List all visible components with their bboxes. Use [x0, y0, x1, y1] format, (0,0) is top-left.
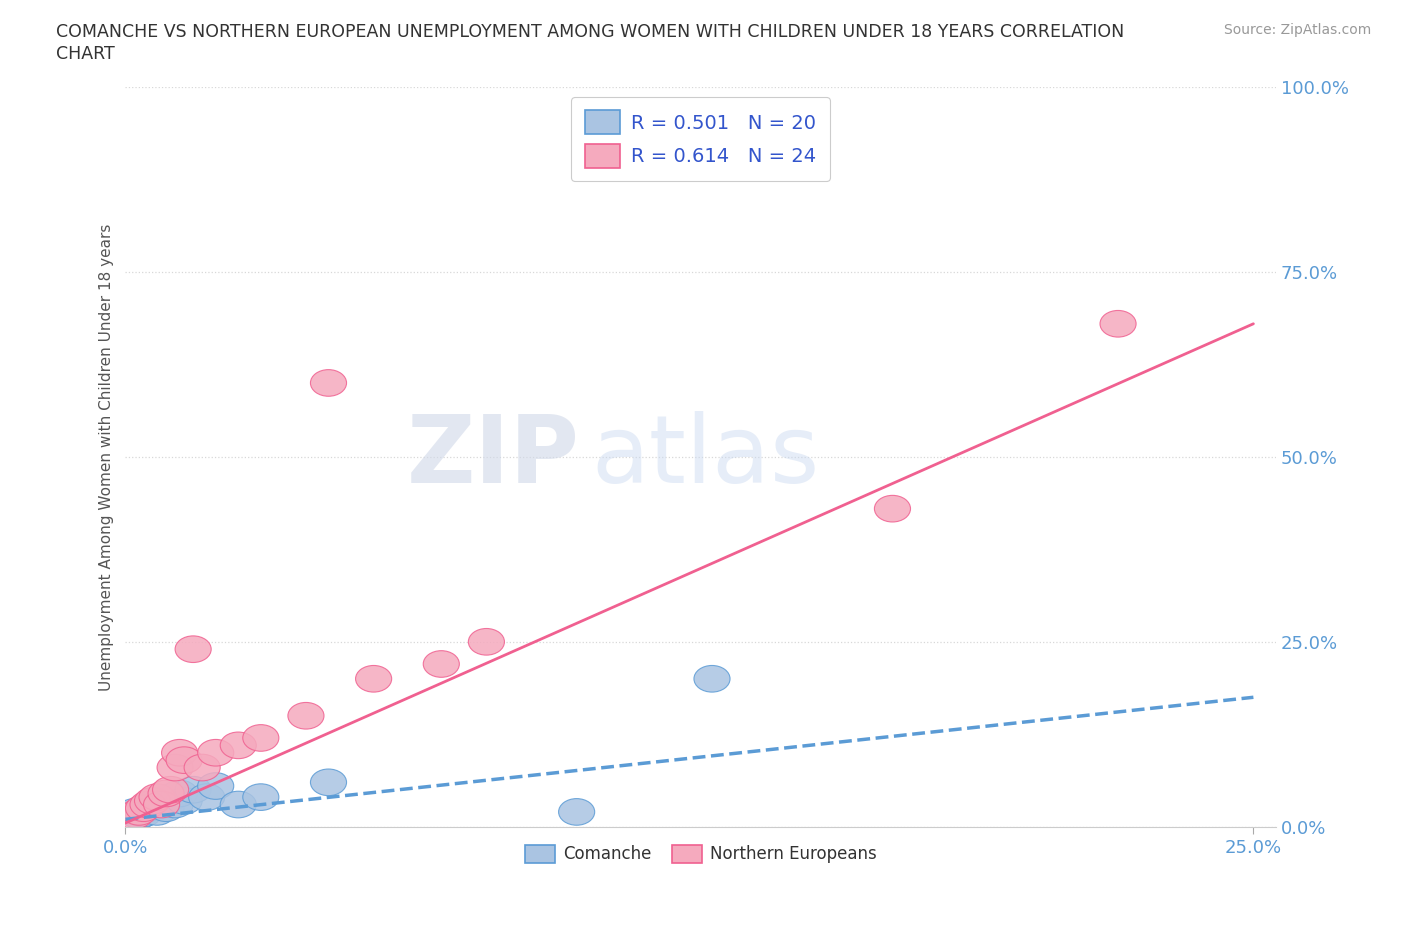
Ellipse shape [558, 799, 595, 825]
Ellipse shape [198, 773, 233, 800]
Ellipse shape [135, 788, 170, 814]
Ellipse shape [198, 739, 233, 766]
Ellipse shape [221, 791, 256, 817]
Ellipse shape [288, 702, 323, 729]
Ellipse shape [162, 780, 198, 806]
Ellipse shape [143, 791, 180, 817]
Ellipse shape [468, 629, 505, 655]
Ellipse shape [162, 739, 198, 766]
Ellipse shape [875, 496, 911, 522]
Ellipse shape [1099, 311, 1136, 337]
Ellipse shape [139, 784, 176, 810]
Ellipse shape [135, 791, 170, 817]
Ellipse shape [188, 784, 225, 810]
Ellipse shape [148, 780, 184, 806]
Ellipse shape [176, 636, 211, 662]
Ellipse shape [243, 784, 278, 810]
Ellipse shape [125, 800, 162, 827]
Ellipse shape [157, 754, 193, 781]
Ellipse shape [221, 732, 256, 759]
Ellipse shape [139, 799, 176, 825]
Ellipse shape [423, 651, 460, 677]
Text: ZIP: ZIP [408, 411, 579, 503]
Ellipse shape [121, 799, 157, 825]
Text: COMANCHE VS NORTHERN EUROPEAN UNEMPLOYMENT AMONG WOMEN WITH CHILDREN UNDER 18 YE: COMANCHE VS NORTHERN EUROPEAN UNEMPLOYME… [56, 23, 1125, 41]
Ellipse shape [152, 784, 188, 810]
Ellipse shape [243, 724, 278, 751]
Ellipse shape [129, 795, 166, 821]
Ellipse shape [356, 666, 392, 692]
Ellipse shape [311, 769, 346, 796]
Text: atlas: atlas [592, 411, 820, 503]
Ellipse shape [166, 747, 202, 774]
Ellipse shape [166, 788, 202, 814]
Ellipse shape [125, 795, 162, 821]
Y-axis label: Unemployment Among Women with Children Under 18 years: Unemployment Among Women with Children U… [100, 223, 114, 691]
Ellipse shape [129, 791, 166, 817]
Ellipse shape [184, 754, 221, 781]
Ellipse shape [117, 803, 152, 829]
Ellipse shape [148, 795, 184, 821]
Ellipse shape [695, 666, 730, 692]
Ellipse shape [143, 788, 180, 814]
Ellipse shape [311, 369, 346, 396]
Ellipse shape [157, 791, 193, 817]
Text: CHART: CHART [56, 45, 115, 62]
Ellipse shape [176, 777, 211, 803]
Ellipse shape [152, 777, 188, 803]
Ellipse shape [117, 799, 152, 825]
Legend: Comanche, Northern Europeans: Comanche, Northern Europeans [519, 838, 883, 870]
Ellipse shape [121, 803, 157, 829]
Text: Source: ZipAtlas.com: Source: ZipAtlas.com [1223, 23, 1371, 37]
